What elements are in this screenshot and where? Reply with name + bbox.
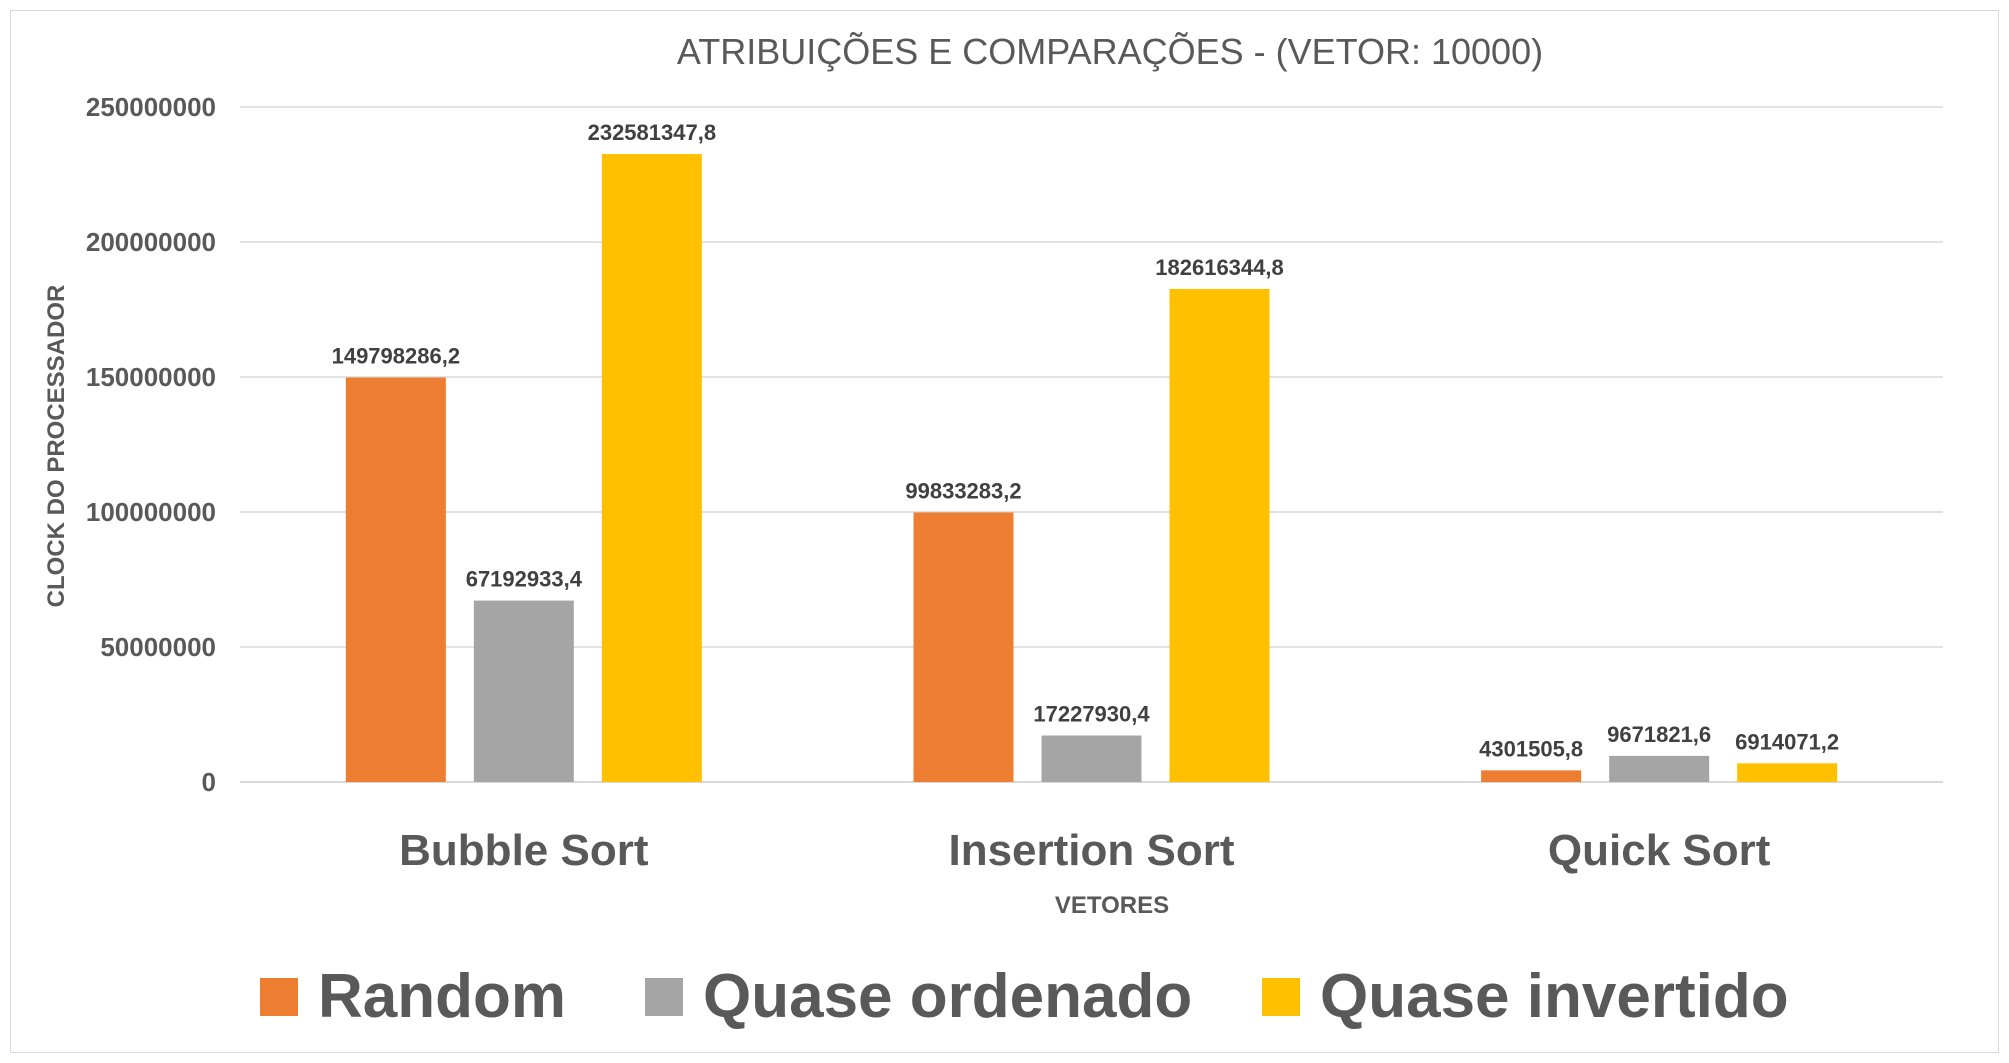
bar [1481,770,1582,782]
data-labels: 149798286,2 67192933,4 232581347,8 99833283… [332,120,1840,761]
x-axis-ticks: Bubble Sort Insertion Sort Quick Sort [399,826,1771,875]
bar [1041,735,1142,782]
data-label: 149798286,2 [332,344,460,369]
legend-swatch [645,978,683,1016]
x-tick-label: Insertion Sort [948,826,1234,875]
bar [1609,755,1710,782]
bar [1737,763,1838,782]
legend-label: Quase ordenado [703,962,1192,1031]
legend-label: Quase invertido [1320,962,1789,1031]
legend-label: Random [318,962,566,1031]
data-label: 17227930,4 [1033,701,1150,726]
x-tick-label: Bubble Sort [399,826,649,875]
y-tick-label: 0 [202,767,216,797]
bar [473,600,574,782]
legend-item: Quase ordenado [645,962,1192,1031]
y-axis-label: CLOCK DO PROCESSADOR [43,285,70,608]
y-tick-label: 50000000 [100,632,216,662]
y-tick-label: 150000000 [86,362,216,392]
y-tick-label: 100000000 [86,497,216,527]
chart-title: ATRIBUIÇÕES E COMPARAÇÕES - (VETOR: 1000… [677,31,1543,72]
data-label: 67192933,4 [466,567,583,592]
legend-item: Random [260,962,566,1031]
data-label: 99833283,2 [905,478,1021,503]
bar [345,377,446,782]
data-label: 9671821,6 [1607,722,1711,747]
y-tick-label: 250000000 [86,92,216,122]
y-axis-ticks: 0 50000000 100000000 150000000 200000000 2500… [86,92,216,797]
data-label: 6914071,2 [1735,729,1839,754]
y-tick-label: 200000000 [86,227,216,257]
bar [1169,288,1270,782]
data-label: 232581347,8 [588,120,716,145]
bar [913,512,1014,782]
data-label: 4301505,8 [1479,736,1583,761]
legend-item: Quase invertido [1262,962,1789,1031]
x-tick-label: Quick Sort [1548,826,1771,875]
bars [345,154,1838,782]
legend: Random Quase ordenado Quase invertido [260,962,1789,1031]
legend-swatch [260,978,298,1016]
bar [601,154,702,782]
x-axis-label: VETORES [1055,892,1169,919]
legend-swatch [1262,978,1300,1016]
data-label: 182616344,8 [1155,255,1283,280]
